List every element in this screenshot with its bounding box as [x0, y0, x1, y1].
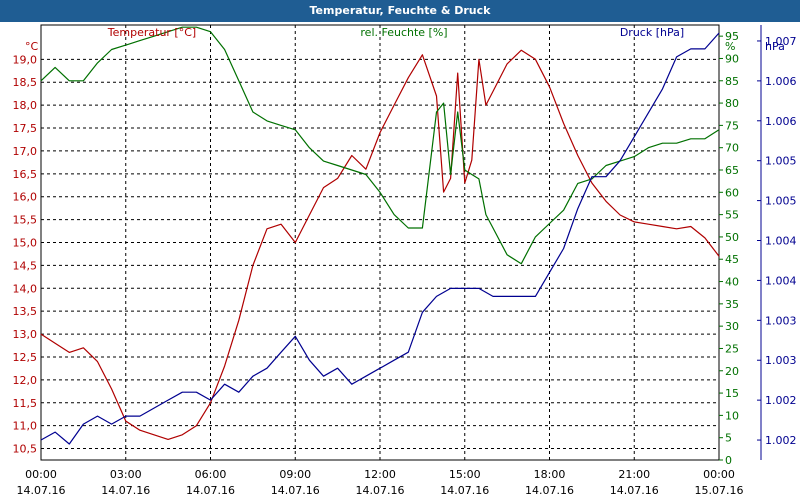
hum-tick-label: 75	[725, 119, 739, 132]
temp-tick-label: 15,5	[13, 214, 38, 227]
hum-tick-label: 70	[725, 142, 739, 155]
hum-unit: %	[725, 40, 735, 53]
x-tick-time: 18:00	[534, 468, 566, 481]
x-tick-date: 14.07.16	[17, 484, 66, 497]
press-tick-label: 1.004	[765, 274, 797, 287]
hum-tick-label: 90	[725, 52, 739, 65]
press-tick-label: 1.003	[765, 354, 797, 367]
temp-tick-label: 15,0	[13, 237, 38, 250]
press-tick-label: 1.006	[765, 75, 797, 88]
press-axis-header: Druck [hPa]	[620, 26, 684, 39]
temp-tick-label: 17,0	[13, 145, 38, 158]
x-tick-date: 14.07.16	[610, 484, 659, 497]
press-tick-label: 1.002	[765, 394, 797, 407]
hum-tick-label: 95	[725, 30, 739, 43]
hum-tick-label: 10	[725, 409, 739, 422]
series-lines	[40, 26, 720, 445]
series-line-hum	[40, 26, 720, 265]
hum-tick-label: 0	[725, 454, 732, 467]
x-tick-date: 14.07.16	[186, 484, 235, 497]
x-tick-time: 03:00	[110, 468, 142, 481]
temp-tick-label: 16,0	[13, 191, 38, 204]
x-tick-date: 14.07.16	[101, 484, 150, 497]
hum-tick-label: 35	[725, 298, 739, 311]
temp-tick-label: 14,0	[13, 282, 38, 295]
temp-tick-label: 18,5	[13, 76, 38, 89]
temp-tick-label: 12,0	[13, 374, 38, 387]
hum-tick-label: 30	[725, 320, 739, 333]
temp-tick-label: 13,5	[13, 305, 38, 318]
x-tick-time: 09:00	[279, 468, 311, 481]
hum-tick-label: 80	[725, 97, 739, 110]
press-tick-label: 1.005	[765, 155, 797, 168]
weather-chart: 00:00 14.07.16 03:00 14.07.16 06:00 14.07.16 0…	[13, 24, 797, 497]
series-line-press	[40, 32, 720, 445]
hum-tick-label: 65	[725, 164, 739, 177]
x-tick-time: 21:00	[618, 468, 650, 481]
press-tick-label: 1.006	[765, 115, 797, 128]
temp-tick-label: 12,5	[13, 351, 38, 364]
hum-tick-label: 45	[725, 253, 739, 266]
press-tick-label: 1.005	[765, 195, 797, 208]
temp-tick-label: 19,0	[13, 53, 38, 66]
plot-frame	[40, 24, 720, 461]
hum-tick-label: 55	[725, 209, 739, 222]
x-tick-date: 14.07.16	[440, 484, 489, 497]
x-tick-time: 12:00	[364, 468, 396, 481]
x-tick-date: 14.07.16	[356, 484, 405, 497]
hum-tick-label: 15	[725, 387, 739, 400]
temp-tick-label: 11,0	[13, 420, 38, 433]
temp-tick-label: 14,5	[13, 259, 38, 272]
temp-tick-label: 18,0	[13, 99, 38, 112]
x-tick-date: 15.07.16	[695, 484, 744, 497]
hum-tick-label: 85	[725, 75, 739, 88]
x-tick-time: 00:00	[703, 468, 735, 481]
x-tick-date: 14.07.16	[525, 484, 574, 497]
press-unit: hPa	[765, 40, 785, 53]
temp-unit: °C	[25, 40, 39, 53]
hum-tick-label: 20	[725, 365, 739, 378]
hum-tick-label: 5	[725, 432, 732, 445]
plot-border	[40, 24, 720, 461]
hum-tick-label: 50	[725, 231, 739, 244]
x-tick-time: 06:00	[195, 468, 227, 481]
axis-labels: 00:00 14.07.16 03:00 14.07.16 06:00 14.07.16 0…	[13, 25, 797, 497]
press-tick-label: 1.002	[765, 434, 797, 447]
temp-tick-label: 10,5	[13, 443, 38, 456]
temp-tick-label: 16,5	[13, 168, 38, 181]
hum-tick-label: 60	[725, 186, 739, 199]
x-tick-time: 00:00	[25, 468, 57, 481]
chart-title: Temperatur, Feuchte & Druck	[0, 0, 800, 22]
hum-tick-label: 40	[725, 276, 739, 289]
temp-tick-label: 17,5	[13, 122, 38, 135]
x-tick-date: 14.07.16	[271, 484, 320, 497]
press-tick-label: 1.004	[765, 235, 797, 248]
press-tick-label: 1.003	[765, 314, 797, 327]
series-line-temp	[40, 49, 720, 440]
temp-axis-header: Temperatur [°C]	[107, 26, 196, 39]
x-tick-time: 15:00	[449, 468, 481, 481]
grid	[41, 25, 719, 460]
hum-axis-header: rel. Feuchte [%]	[360, 26, 447, 39]
hum-tick-label: 25	[725, 342, 739, 355]
temp-tick-label: 11,5	[13, 397, 38, 410]
temp-tick-label: 13,0	[13, 328, 38, 341]
press-tick-label: 1.007	[765, 35, 797, 48]
